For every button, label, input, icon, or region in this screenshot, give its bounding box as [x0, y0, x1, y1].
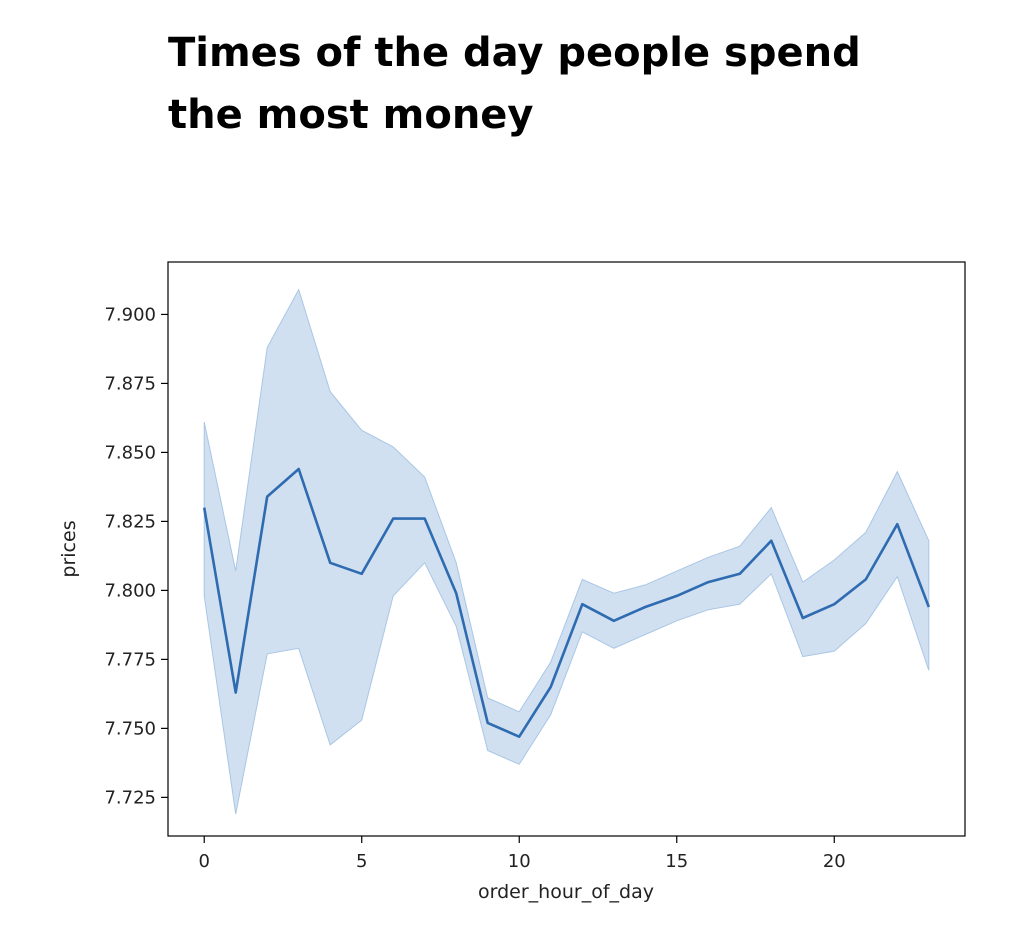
y-tick-label: 7.875: [104, 373, 156, 394]
y-tick-label: 7.850: [104, 442, 156, 463]
x-tick-label: 0: [199, 851, 210, 872]
y-tick-label: 7.800: [104, 580, 156, 601]
y-tick-label: 7.775: [104, 649, 156, 670]
y-tick-label: 7.750: [104, 718, 156, 739]
x-tick-label: 20: [823, 851, 846, 872]
x-tick-label: 15: [665, 851, 688, 872]
series-line: [202, 467, 931, 739]
x-axis-label: order_hour_of_day: [478, 881, 654, 903]
confidence-band: [203, 288, 930, 814]
y-tick-label: 7.900: [104, 304, 156, 325]
y-axis-label: prices: [58, 520, 80, 577]
plot-frame: [167, 261, 966, 837]
x-tick-label: 10: [508, 851, 531, 872]
slide-title: Times of the day people spend the most m…: [168, 30, 861, 138]
y-tick-label: 7.825: [104, 511, 156, 532]
y-tick-label: 7.725: [104, 787, 156, 808]
x-tick-label: 5: [356, 851, 367, 872]
